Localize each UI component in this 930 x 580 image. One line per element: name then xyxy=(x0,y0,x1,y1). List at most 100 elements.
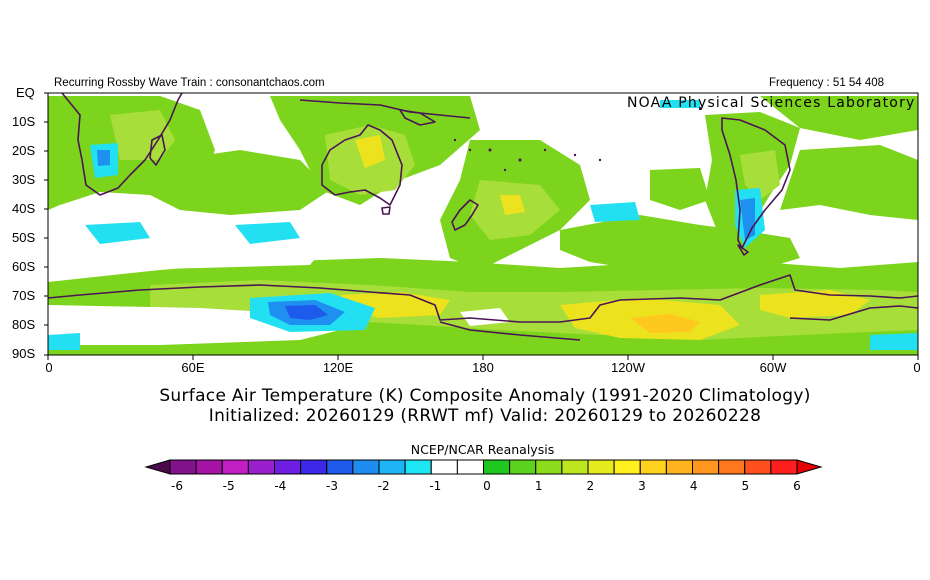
lon-label-120w: 120W xyxy=(611,360,645,375)
coast-africa xyxy=(61,93,183,196)
colorbar-swatch xyxy=(326,459,354,475)
cyan-sp xyxy=(870,333,918,350)
colorbar-tick-label: 3 xyxy=(638,479,646,493)
colorbar-swatch xyxy=(300,459,328,475)
lat-label-30s: 30S xyxy=(12,172,36,187)
colorbar-swatch xyxy=(718,459,746,475)
colorbar-swatch xyxy=(692,459,720,475)
cyan-sw xyxy=(48,333,80,350)
lat-label-50s: 50S xyxy=(12,230,36,245)
lon-label-0-east: 0 xyxy=(913,360,921,375)
axis-ticks xyxy=(44,92,919,360)
colorbar-arrow-left xyxy=(144,459,171,475)
colorbar-tick-label: 2 xyxy=(586,479,595,493)
colorbar-swatch xyxy=(587,459,615,475)
green-atlantic-north xyxy=(760,96,918,140)
colorbar-swatch xyxy=(430,459,458,475)
lat-label-20s: 20S xyxy=(12,143,36,158)
colorbar-swatch xyxy=(247,459,275,475)
coast-australia xyxy=(321,124,403,206)
header-frequency-text: Frequency : 51 54 408 xyxy=(769,77,885,89)
chart-title-line1: Surface Air Temperature (K) Composite An… xyxy=(159,386,811,406)
colorbar-tick-label: 6 xyxy=(793,479,801,493)
lon-label-60e: 60E xyxy=(181,360,205,375)
colorbar-tick-label: 5 xyxy=(741,479,750,493)
blue-africa xyxy=(97,150,110,166)
colorbar-tick-label: -3 xyxy=(326,479,338,493)
green-south-pacific-east xyxy=(650,168,710,210)
yellow-west-antarctic xyxy=(760,290,870,318)
coast-indonesia xyxy=(299,99,471,119)
lightgreen-samerica xyxy=(740,150,780,200)
white-ross xyxy=(460,308,510,326)
cyan-indian xyxy=(85,222,150,244)
colorbar-tick-label: -5 xyxy=(222,479,235,493)
white-pacific xyxy=(590,96,700,150)
cyan-pac xyxy=(660,100,700,108)
anomaly-fill-layer xyxy=(48,96,918,355)
colorbar-tick-label: 4 xyxy=(689,479,698,493)
cyan-atl xyxy=(590,202,640,222)
colorbar-swatch xyxy=(509,459,537,475)
coastlines xyxy=(48,93,918,341)
colorbar-swatch xyxy=(561,459,589,475)
coast-antarctica-weddell xyxy=(789,305,918,321)
colorbar-tick-label: 1 xyxy=(534,479,543,493)
colorbar-swatch xyxy=(613,459,641,475)
colorbar xyxy=(144,459,823,475)
darkblue-antarctic xyxy=(285,305,328,320)
colorbar-tick-label: -6 xyxy=(171,479,183,493)
colorbar-swatch xyxy=(535,459,563,475)
white-sub xyxy=(180,248,300,264)
lat-label-eq: EQ xyxy=(16,85,35,100)
noaa-credit: NOAA Physical Sciences Laboratory xyxy=(627,95,916,111)
lat-label-10s: 10S xyxy=(12,114,36,129)
colorbar-swatch xyxy=(456,459,484,475)
coast-madagascar xyxy=(149,134,166,166)
colorbar-swatch xyxy=(221,459,249,475)
coast-nz xyxy=(451,199,479,231)
colorbar-swatch xyxy=(169,459,197,475)
header-source-text: Recurring Rossby Wave Train : consonantc… xyxy=(54,77,325,89)
colorbar-tick-label: 0 xyxy=(483,479,491,493)
coast-fuego xyxy=(737,244,749,256)
green-indian-ocean xyxy=(150,150,330,215)
colorbar-tick-label: -2 xyxy=(377,479,390,493)
cyan-indian2 xyxy=(235,222,300,244)
lat-label-80s: 80S xyxy=(12,317,36,332)
colorbar-swatch xyxy=(274,459,302,475)
colorbar-swatch xyxy=(352,459,380,475)
lightgreen-africa xyxy=(110,110,175,160)
island-dots xyxy=(453,106,702,172)
green-south-pacific xyxy=(560,215,800,272)
lon-label-60w: 60W xyxy=(759,360,787,375)
lon-label-120e: 120E xyxy=(322,360,354,375)
coast-tasmania xyxy=(381,206,391,215)
coast-png xyxy=(399,109,436,126)
lat-label-60s: 60S xyxy=(12,259,36,274)
coast-south-america xyxy=(721,117,791,249)
lat-label-90s: 90S xyxy=(12,346,36,361)
colorbar-swatch xyxy=(770,459,798,475)
lon-label-0: 0 xyxy=(45,360,53,375)
coast-antarctica xyxy=(48,274,918,323)
colorbar-swatch xyxy=(665,459,693,475)
colorbar-swatch xyxy=(744,459,772,475)
yellow-tasman xyxy=(500,195,525,215)
orange-ross-sea xyxy=(630,314,700,333)
lon-label-180: 180 xyxy=(472,360,494,375)
colorbar-title: NCEP/NCAR Reanalysis xyxy=(410,442,555,457)
green-south-atlantic xyxy=(780,145,918,220)
colorbar-swatch xyxy=(483,459,511,475)
chart-title-line2: Initialized: 20260129 (RRWT mf) Valid: 2… xyxy=(208,406,762,426)
colorbar-tick-label: -4 xyxy=(274,479,287,493)
colorbar-tick-label: -1 xyxy=(429,479,442,493)
colorbar-swatch xyxy=(404,459,432,475)
colorbar-arrow-right xyxy=(796,459,823,475)
yellow-australia xyxy=(355,135,385,168)
colorbar-swatch xyxy=(195,459,223,475)
lat-label-70s: 70S xyxy=(12,288,36,303)
colorbar-swatch xyxy=(639,459,667,475)
colorbar-swatch xyxy=(378,459,406,475)
